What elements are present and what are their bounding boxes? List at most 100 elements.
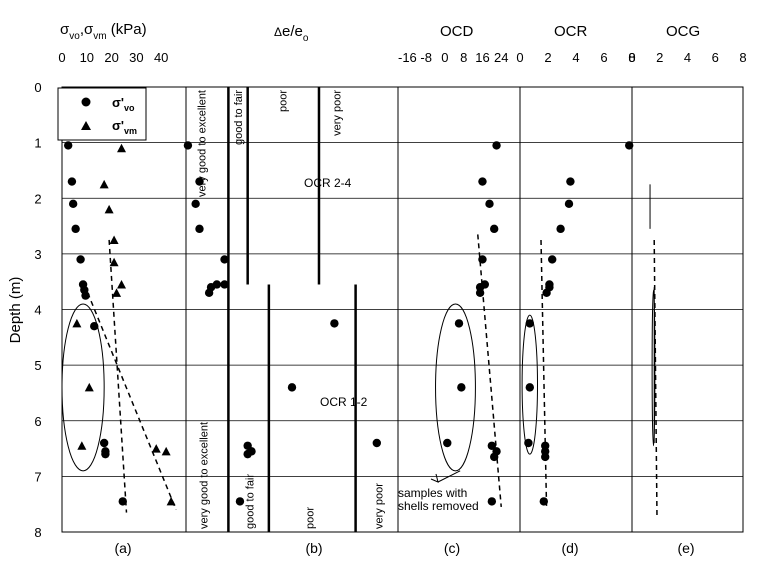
panel-d-trend-line <box>540 239 548 510</box>
panel-a-trend-line <box>83 284 177 511</box>
ocr-point <box>542 288 551 298</box>
x-tick-label-c: -16 <box>398 50 417 65</box>
sigma-vm-point <box>117 279 127 289</box>
x-tick-label-c: 8 <box>460 50 467 65</box>
quality-label-lower: very good to excellent <box>198 422 210 529</box>
sigma-vo-point <box>99 438 109 448</box>
y-tick-label: 3 <box>34 247 41 262</box>
legend-box <box>57 87 147 141</box>
ocr-point <box>556 224 565 234</box>
x-tick-label-d: 4 <box>572 50 579 65</box>
x-tick-label-a: 20 <box>104 50 118 65</box>
y-tick-label: 1 <box>34 136 41 151</box>
annotation-shells-line1: samples with <box>398 486 467 500</box>
ocd-point <box>443 438 452 448</box>
x-tick-label-e: 6 <box>712 50 719 65</box>
y-tick-label: 6 <box>34 414 41 429</box>
quality-label-lower: poor <box>304 507 316 529</box>
panel-e-ellipse <box>651 289 656 447</box>
x-tick-label-a: 10 <box>80 50 94 65</box>
annotation-ocr-2-4: OCR 2-4 <box>304 176 352 190</box>
sigma-vo-point <box>68 199 78 209</box>
gridlines <box>61 86 744 533</box>
annotation-arrow <box>437 470 461 483</box>
y-axis-label: Depth (m) <box>7 277 24 344</box>
y-tick-label: 0 <box>34 80 41 95</box>
ocd-point <box>489 452 499 462</box>
panel-d-ellipse <box>521 314 538 455</box>
delta-e-point <box>330 319 339 328</box>
x-tick-label-e: 4 <box>684 50 691 65</box>
x-tick-label-a: 30 <box>129 50 143 65</box>
panel-a-trend-line <box>108 239 128 513</box>
panel-frame-e <box>631 86 744 533</box>
panel-c-label: (c) <box>444 540 460 556</box>
sigma-vm-point <box>104 204 114 214</box>
quality-label-upper: very good to excellent <box>196 90 208 197</box>
ocd-point <box>478 177 487 186</box>
x-tick-label-d: 8 <box>628 50 635 65</box>
quality-label-upper: good to fair <box>233 90 245 145</box>
y-tick-label: 4 <box>34 303 41 318</box>
ocd-point <box>487 497 497 506</box>
quality-label-upper: very poor <box>331 90 343 136</box>
sigma-vm-point <box>161 446 171 456</box>
delta-e-point <box>372 438 381 448</box>
x-tick-label-c: 24 <box>494 50 508 65</box>
sigma-vm-point <box>84 382 94 392</box>
delta-e-point <box>191 199 200 209</box>
panel-a-label: (a) <box>114 540 131 556</box>
delta-e-point <box>235 497 245 506</box>
legend: σ'vo σ'vm <box>57 87 147 141</box>
quality-label-upper: poor <box>277 90 289 112</box>
sigma-vm-point <box>72 318 82 328</box>
sigma-vo-point <box>67 177 77 186</box>
ocr-point <box>548 255 557 264</box>
delta-e-point <box>183 141 193 150</box>
sigma-vo-point <box>101 449 110 459</box>
sigma-vm-point <box>117 143 127 153</box>
annotation-shells-line2: shells removed <box>398 499 479 513</box>
panel-c-trend-line <box>477 234 502 508</box>
ocd-point <box>487 441 497 450</box>
y-tick-labels: 0 1 2 3 4 5 6 7 8 <box>34 80 41 540</box>
x-tick-label-a: 0 <box>58 50 65 65</box>
quality-label-lower: very poor <box>374 483 386 529</box>
delta-e-point <box>247 447 256 456</box>
x-tick-label-a: 40 <box>154 50 168 65</box>
annotation-ocr-1-2: OCR 1-2 <box>320 395 368 409</box>
legend-triangle-marker <box>81 121 91 130</box>
panel-a-ellipse <box>61 303 105 472</box>
panel-b-label: (b) <box>305 540 322 556</box>
x-tick-label-e: 0 <box>628 50 635 65</box>
sigma-vm-point <box>77 441 87 450</box>
ocr-point <box>566 177 575 186</box>
legend-entry-vo: σ'vo <box>112 95 135 113</box>
panel-c-header: OCD <box>440 23 474 40</box>
sigma-vm-point <box>112 288 122 297</box>
panel-c-ellipse <box>435 303 476 472</box>
x-tick-label-d: 6 <box>600 50 607 65</box>
annotation-arrowhead <box>430 473 439 483</box>
panel-e-label: (e) <box>677 540 694 556</box>
x-tick-label-e: 8 <box>739 50 746 65</box>
ocr-point <box>525 319 534 328</box>
sigma-vm-point <box>151 444 161 453</box>
x-tick-label-e: 2 <box>656 50 663 65</box>
delta-e-point <box>220 280 229 289</box>
ocr-point <box>564 199 574 209</box>
ocd-point <box>457 383 466 392</box>
panel-d-header: OCR <box>554 23 588 40</box>
delta-e-point <box>195 224 204 234</box>
sigma-vm-point <box>109 235 119 244</box>
ocd-point <box>489 224 499 234</box>
sigma-vo-point <box>118 497 127 506</box>
panel-e-trend-line <box>653 239 658 516</box>
x-tick-label-c: -8 <box>420 50 432 65</box>
legend-entry-vm: σ'vm <box>112 118 137 136</box>
delta-e-point <box>220 255 229 264</box>
delta-e-point <box>287 383 297 392</box>
x-tick-label-c: 0 <box>441 50 448 65</box>
